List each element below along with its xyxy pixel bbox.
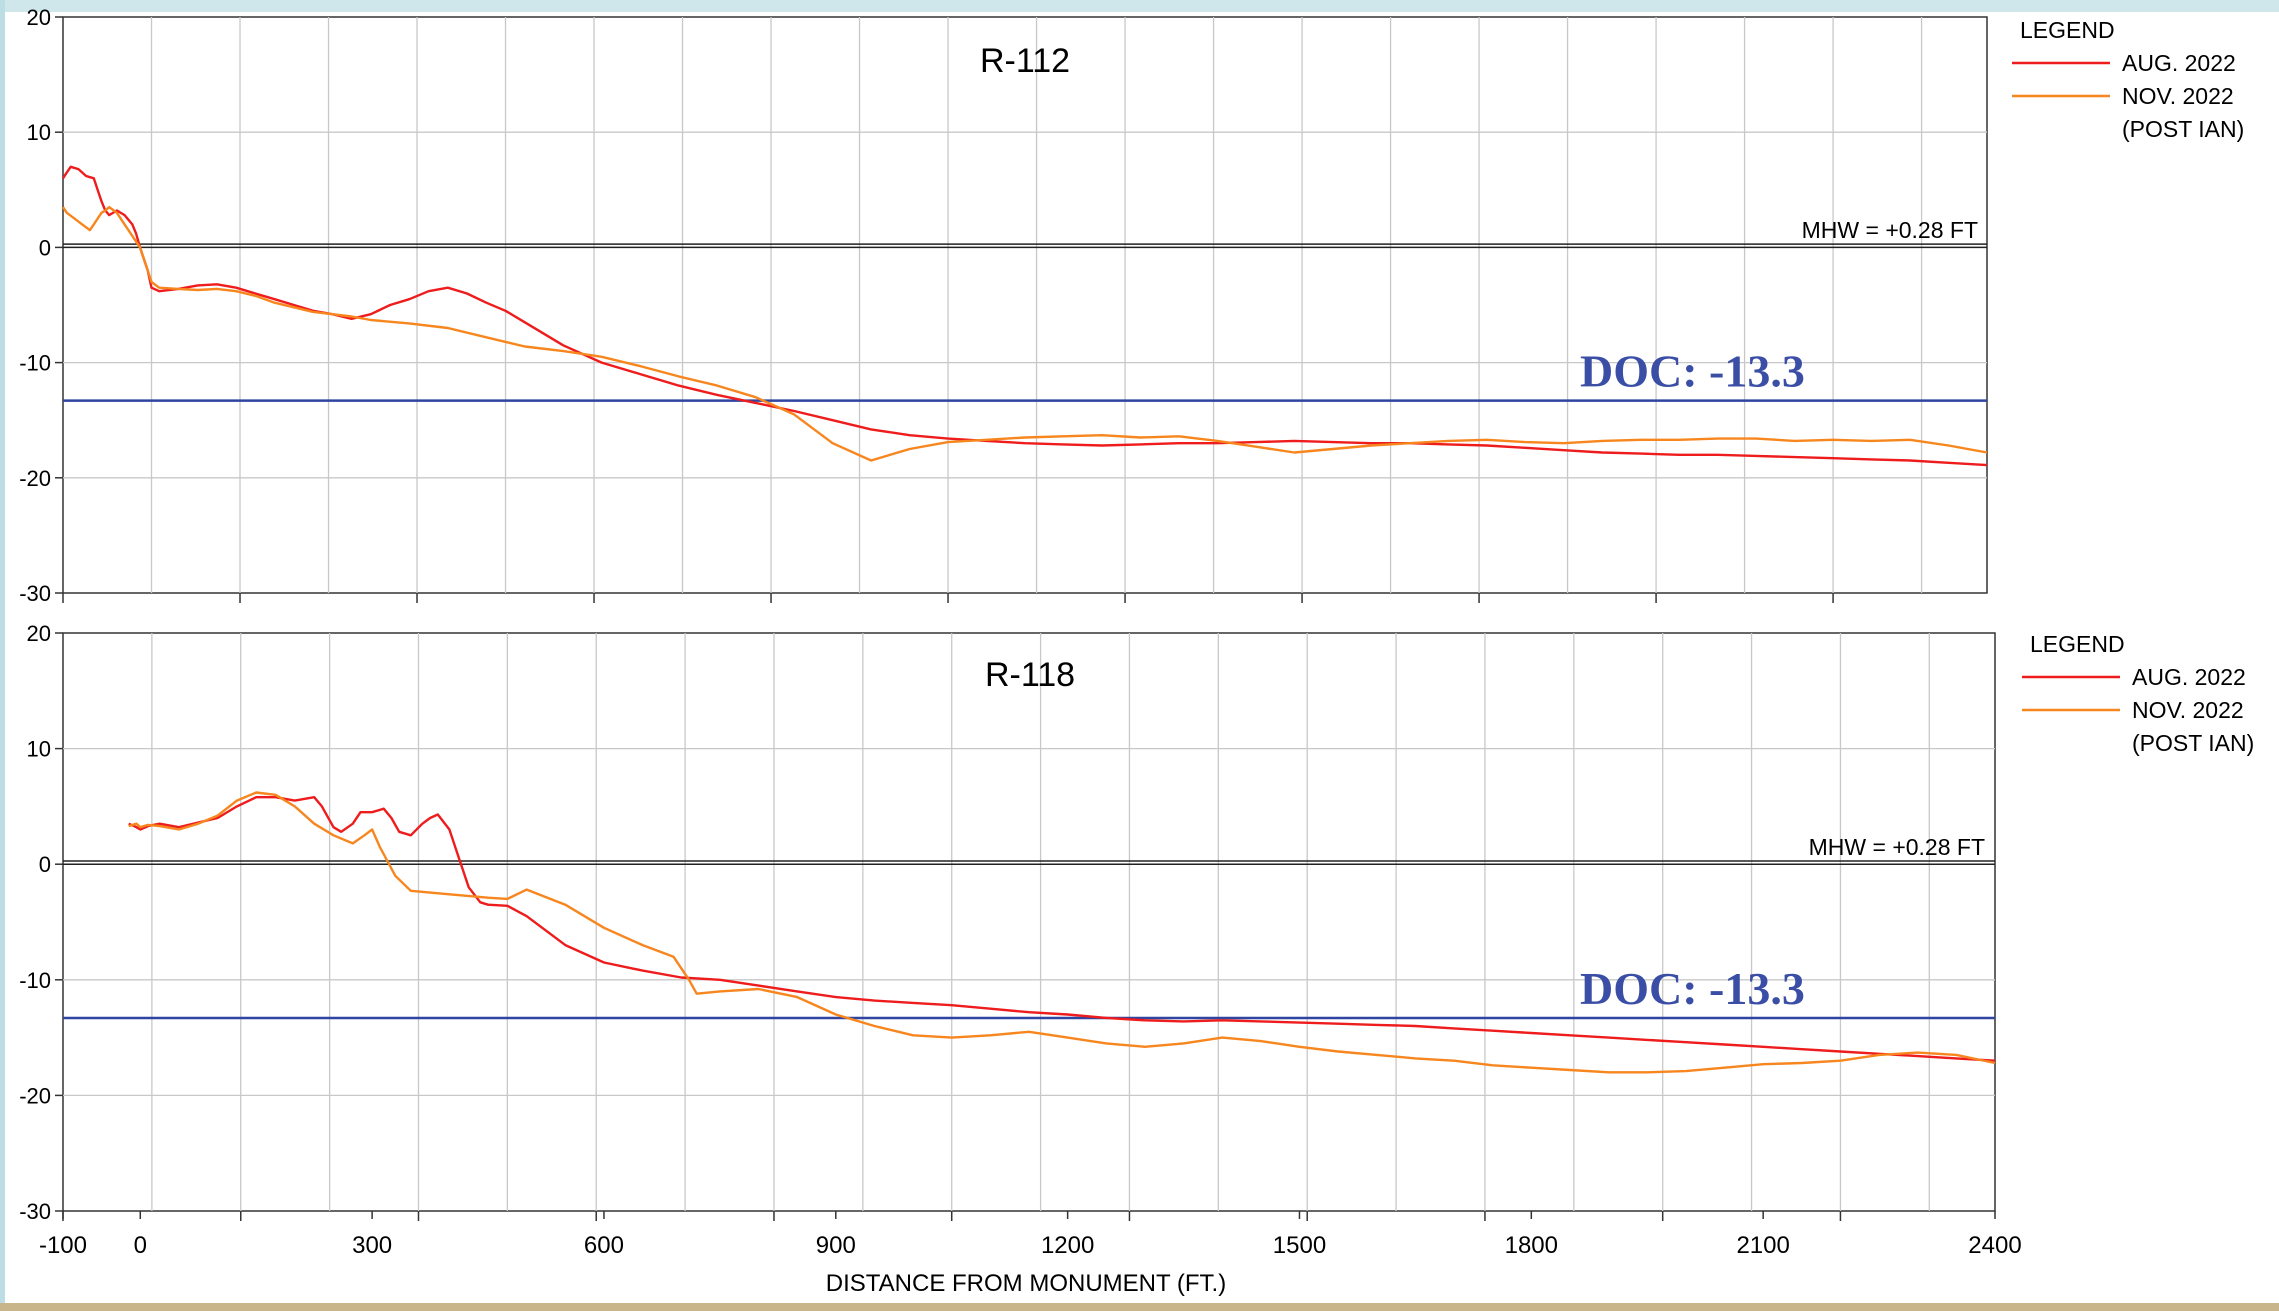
x-tick-label: 300 xyxy=(352,1232,392,1259)
chart-panel-r-112: 20 10 0 -10 -20 -30 MHW = +0.28 FT DOC: -13.3 R-… xyxy=(19,5,2244,606)
legend-entry: AUG. 2022 xyxy=(2132,664,2246,690)
doc-label: DOC: -13.3 xyxy=(1580,963,1805,1014)
frame-top-border xyxy=(0,0,2279,12)
legend-entry: AUG. 2022 xyxy=(2122,50,2236,76)
x-tick-label: 600 xyxy=(584,1232,624,1259)
series-line-nov-2022 xyxy=(62,205,1988,462)
mhw-label: MHW = +0.28 FT xyxy=(1809,834,1985,860)
y-tick-label: 10 xyxy=(27,737,51,762)
legend-entry-note: (POST IAN) xyxy=(2122,116,2244,142)
legend-entry: NOV. 2022 xyxy=(2132,697,2244,723)
series-line-nov-2022 xyxy=(128,791,1996,1074)
x-axis-label: DISTANCE FROM MONUMENT (FT.) xyxy=(826,1270,1226,1297)
legend-entry-note: (POST IAN) xyxy=(2132,730,2254,756)
plot-frame xyxy=(62,16,1988,594)
y-tick-label: 20 xyxy=(27,621,51,646)
chart-title: R-112 xyxy=(980,42,1070,80)
x-tick-label: 0 xyxy=(134,1232,147,1259)
x-tick-label: 2100 xyxy=(1736,1232,1789,1259)
y-tick-label: -20 xyxy=(19,466,51,491)
y-tick-label: 0 xyxy=(39,235,51,260)
y-tick-label: 0 xyxy=(39,852,51,877)
legend-title: LEGEND xyxy=(2020,17,2115,43)
frame-left-border xyxy=(0,0,5,1311)
doc-label: DOC: -13.3 xyxy=(1580,346,1805,397)
legend-entry: NOV. 2022 xyxy=(2122,83,2234,109)
y-tick-label: 20 xyxy=(27,5,51,30)
frame-bottom-border xyxy=(0,1303,2279,1311)
y-tick-label: -10 xyxy=(19,351,51,376)
x-tick-label: -100 xyxy=(39,1232,87,1259)
series-line-aug-2022 xyxy=(61,165,1988,467)
series-line-aug-2022 xyxy=(128,796,1996,1062)
y-tick-label: -20 xyxy=(19,1083,51,1108)
chart-title: R-118 xyxy=(985,656,1075,694)
legend-title: LEGEND xyxy=(2030,631,2125,657)
y-tick-label: -30 xyxy=(19,1199,51,1224)
y-tick-label: -30 xyxy=(19,581,51,606)
plot-frame xyxy=(62,632,1996,1212)
y-tick-label: 10 xyxy=(27,120,51,145)
mhw-label: MHW = +0.28 FT xyxy=(1802,217,1978,243)
chart-panel-r-118: 20 10 0 -10 -20 -30 -100 0 300 600 900 1200 1500 1800… xyxy=(19,621,2254,1297)
x-tick-label: 1800 xyxy=(1505,1232,1558,1259)
x-tick-label: 900 xyxy=(816,1232,856,1259)
y-tick-label: -10 xyxy=(19,968,51,993)
x-tick-label: 2400 xyxy=(1968,1232,2021,1259)
x-tick-label: 1200 xyxy=(1041,1232,1094,1259)
x-tick-label: 1500 xyxy=(1273,1232,1326,1259)
